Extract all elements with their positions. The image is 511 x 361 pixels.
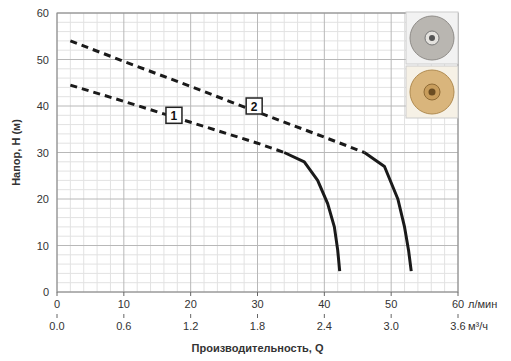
x2-tick-label: 2.4 [317, 320, 332, 332]
x-tick [123, 292, 124, 296]
plot-frame [57, 13, 458, 292]
x2-tick-label: 0.6 [116, 320, 131, 332]
impeller-hole [429, 35, 435, 41]
grid-line [57, 152, 458, 153]
annotations: 12 [166, 98, 262, 123]
x2-tick-label: 1.8 [250, 320, 265, 332]
x-tick-label: 20 [185, 298, 197, 310]
y-tick-label: 10 [37, 240, 49, 252]
y-tick-label: 60 [37, 7, 49, 19]
x-tick [458, 292, 459, 296]
pump-curve [70, 41, 364, 153]
x-tick [324, 292, 325, 296]
y-tick-label: 20 [37, 193, 49, 205]
x2-unit: м³/ч [468, 320, 488, 332]
x-tick-label: 50 [385, 298, 397, 310]
x2-tick [57, 314, 58, 318]
x-axis-title: Производительность, Q [192, 342, 324, 354]
annotation-label: 2 [251, 100, 258, 114]
y-tick-label: 30 [37, 147, 49, 159]
chart: 0 10 20 30 40 50 60 0.0 0.6 1.2 1.8 2.4 3.0 3.6 0 10 20 3… [0, 0, 511, 361]
x-tick [190, 292, 191, 296]
x-tick-label: 60 [452, 298, 464, 310]
annotation-box [166, 107, 182, 123]
x2-tick [257, 314, 258, 318]
y-tick-label: 40 [37, 100, 49, 112]
x2-tick [458, 314, 459, 318]
x2-tick-label: 3.0 [384, 320, 399, 332]
minor-grid [57, 13, 458, 292]
x2-tick [190, 314, 191, 318]
y-tick-label: 50 [37, 54, 49, 66]
x-tick-label: 10 [118, 298, 130, 310]
image-frame [406, 66, 458, 118]
x2-tick [324, 314, 325, 318]
y-tick-label: 0 [43, 286, 49, 298]
metal-impeller [410, 16, 454, 60]
annotation-label: 1 [171, 109, 178, 123]
x2-tick [123, 314, 124, 318]
impeller-images [406, 12, 458, 118]
tick-labels: 0 10 20 30 40 50 60 0.0 0.6 1.2 1.8 2.4 3.0 3.6 0 10 20 3… [37, 7, 466, 332]
x-tick [57, 292, 58, 296]
x2-tick [391, 314, 392, 318]
y-axis-title: Напор, H (м) [10, 119, 22, 186]
plastic-impeller [410, 70, 454, 114]
image-frame [406, 12, 458, 64]
major-grid [57, 13, 458, 292]
pump-curve [364, 153, 411, 272]
x-tick [257, 292, 258, 296]
pump-curve [284, 153, 339, 272]
grid-line [57, 245, 458, 246]
x2-tick-label: 1.2 [183, 320, 198, 332]
impeller-hole [429, 89, 436, 96]
impeller-hub [425, 31, 439, 45]
impeller-hub [424, 84, 440, 100]
x-tick-label: 0 [54, 298, 60, 310]
annotation-box [246, 98, 262, 114]
data-lines [70, 41, 411, 271]
x-tick [391, 292, 392, 296]
x2-tick-label: 3.6 [450, 320, 465, 332]
x-tick-label: 40 [318, 298, 330, 310]
x-tick-label: 30 [251, 298, 263, 310]
x-unit: л/мин [468, 298, 497, 310]
x2-tick-label: 0.0 [49, 320, 64, 332]
pump-curve [70, 85, 284, 152]
